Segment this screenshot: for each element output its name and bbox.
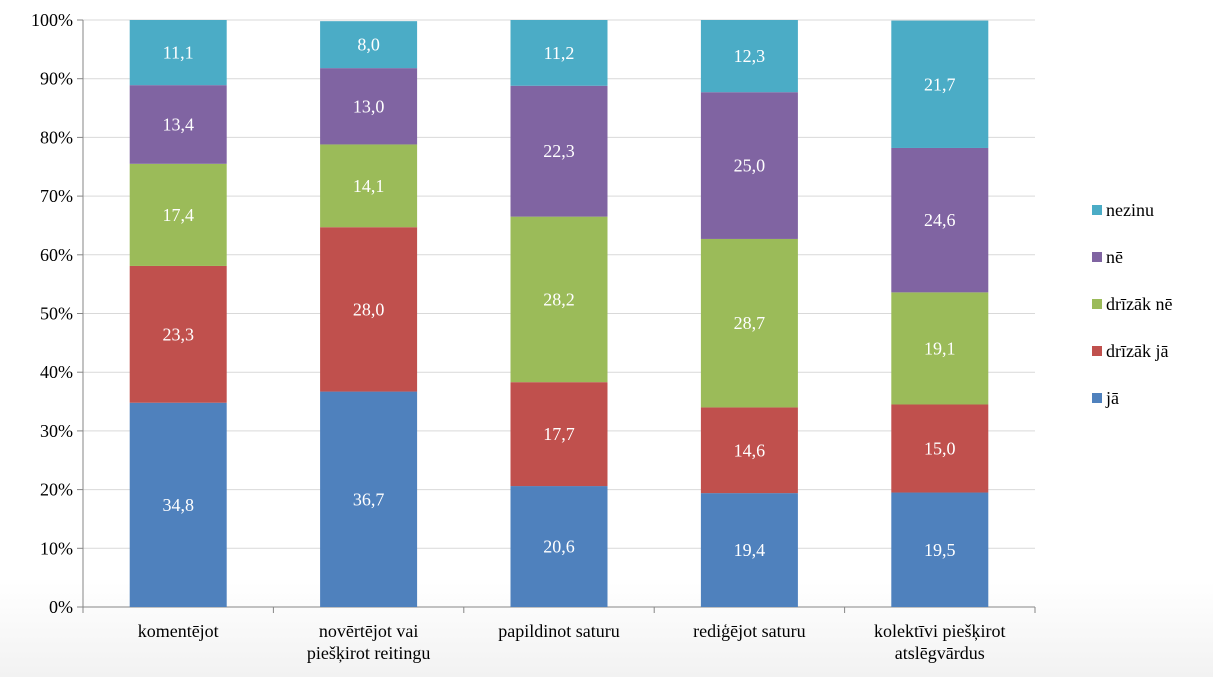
y-tick-label: 100% xyxy=(31,10,73,30)
y-tick-label: 80% xyxy=(40,127,73,147)
bar-segment xyxy=(129,402,227,607)
legend-label: drīzāk jā xyxy=(1106,341,1168,361)
data-label: 34,8 xyxy=(162,495,194,515)
bar-segment xyxy=(700,92,798,239)
x-tick-label: papildinot saturu xyxy=(498,621,619,641)
data-label: 19,4 xyxy=(734,540,766,560)
x-tick-label: kolektīvi piešķirot xyxy=(874,621,1005,641)
bar-segment xyxy=(129,20,227,86)
bar-segment xyxy=(510,216,608,383)
data-label: 28,0 xyxy=(353,299,385,319)
data-label: 22,3 xyxy=(543,141,575,161)
bar-segment xyxy=(320,68,418,145)
bar-segment xyxy=(320,21,418,69)
bar-segment xyxy=(700,407,798,494)
legend-swatch xyxy=(1092,346,1102,356)
bar-segment xyxy=(510,382,608,487)
data-label: 19,5 xyxy=(924,540,956,560)
bar-segment xyxy=(320,227,418,392)
data-label: 13,0 xyxy=(353,96,385,116)
data-label: 19,1 xyxy=(924,338,956,358)
legend-label: drīzāk nē xyxy=(1106,294,1172,314)
x-tick-label: atslēgvārdus xyxy=(895,643,985,663)
x-tick-label: piešķirot reitingu xyxy=(307,643,430,663)
bar-segment xyxy=(510,486,608,607)
legend-label: nē xyxy=(1106,247,1123,267)
bar-segment xyxy=(129,265,227,403)
bar-segment xyxy=(510,20,608,86)
y-tick-label: 30% xyxy=(40,421,73,441)
data-label: 14,6 xyxy=(734,440,766,460)
y-tick-label: 0% xyxy=(49,597,73,617)
data-label: 12,3 xyxy=(734,46,766,66)
x-tick-label: komentējot xyxy=(138,621,219,641)
data-label: 17,7 xyxy=(543,424,575,444)
bar-segment xyxy=(700,20,798,93)
y-tick-label: 70% xyxy=(40,186,73,206)
x-tick-label: novērtējot vai xyxy=(319,621,418,641)
bar-segment xyxy=(891,492,989,607)
bar-segment xyxy=(510,85,608,217)
bar-segment xyxy=(700,238,798,408)
legend-swatch xyxy=(1092,393,1102,403)
data-label: 23,3 xyxy=(162,324,194,344)
y-tick-label: 40% xyxy=(40,362,73,382)
data-label: 25,0 xyxy=(734,156,766,176)
data-label: 13,4 xyxy=(162,114,194,134)
data-label: 8,0 xyxy=(357,35,380,55)
bar-segment xyxy=(129,163,227,266)
bar-segment xyxy=(129,85,227,164)
legend-swatch xyxy=(1092,252,1102,262)
data-label: 11,1 xyxy=(163,43,194,63)
y-tick-label: 20% xyxy=(40,480,73,500)
y-tick-label: 50% xyxy=(40,304,73,324)
data-label: 17,4 xyxy=(162,205,194,225)
x-tick-label: rediģējot saturu xyxy=(693,621,805,641)
bar-segment xyxy=(891,20,989,148)
legend-swatch xyxy=(1092,205,1102,215)
data-label: 36,7 xyxy=(353,489,385,509)
y-tick-label: 90% xyxy=(40,69,73,89)
bar-segment xyxy=(320,144,418,228)
legend-swatch xyxy=(1092,299,1102,309)
data-label: 21,7 xyxy=(924,74,956,94)
y-tick-label: 60% xyxy=(40,245,73,265)
bar-segment xyxy=(891,147,989,293)
bar-segment xyxy=(891,292,989,405)
data-label: 15,0 xyxy=(924,439,956,459)
bar-segment xyxy=(320,391,418,607)
data-label: 20,6 xyxy=(543,537,575,557)
data-label: 28,7 xyxy=(734,313,766,333)
legend-label: jā xyxy=(1105,388,1119,408)
bar-segment xyxy=(891,404,989,493)
bar-segment xyxy=(700,493,798,607)
y-tick-label: 10% xyxy=(40,538,73,558)
data-label: 14,1 xyxy=(353,176,385,196)
legend-label: nezinu xyxy=(1106,200,1154,220)
data-label: 11,2 xyxy=(544,43,575,63)
data-label: 24,6 xyxy=(924,210,956,230)
data-label: 28,2 xyxy=(543,289,575,309)
